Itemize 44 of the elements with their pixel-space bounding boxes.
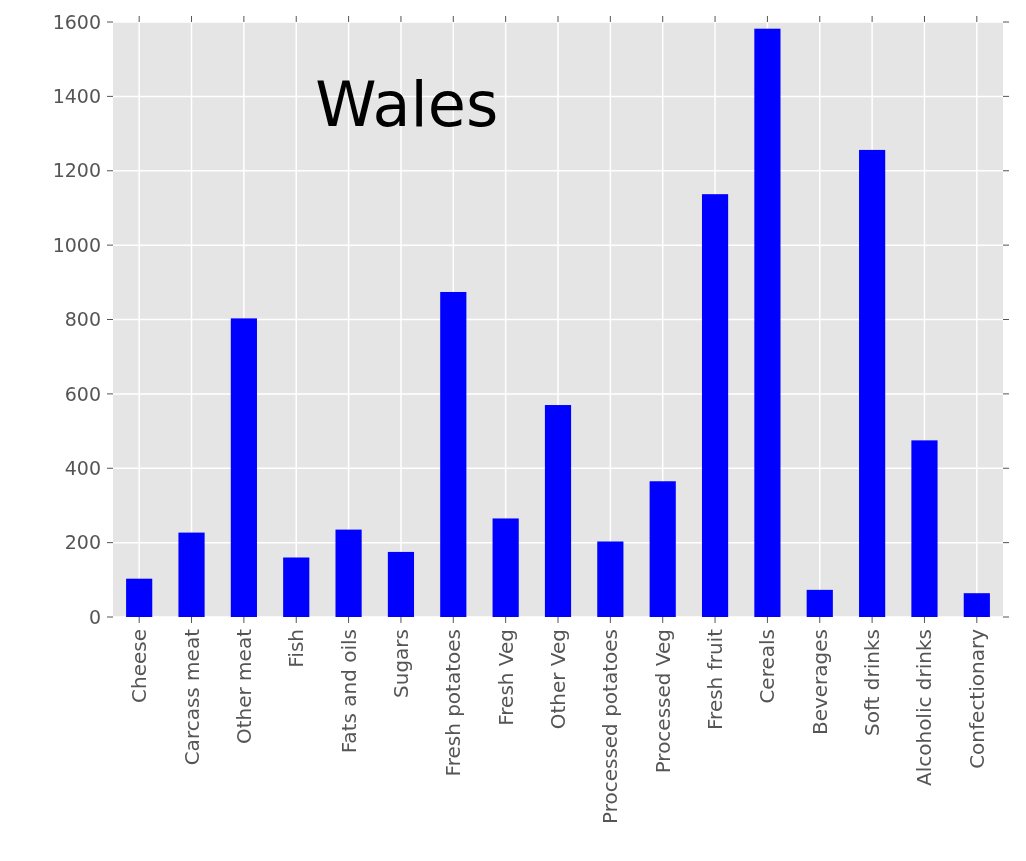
- y-tick-label: 200: [64, 531, 101, 554]
- bar: [754, 28, 781, 617]
- y-tick-label: 800: [64, 308, 101, 331]
- y-tick-label: 1000: [52, 233, 101, 256]
- bar: [387, 551, 415, 617]
- bar: [178, 532, 205, 617]
- x-tick-label: Sugars: [388, 629, 413, 698]
- bar: [230, 318, 257, 617]
- text: Wales: [315, 68, 499, 142]
- bar: [597, 541, 624, 617]
- bar: [701, 194, 729, 617]
- x-tick-label: Other Veg: [546, 629, 570, 730]
- x-tick-label: Fish: [284, 629, 309, 668]
- bar: [440, 291, 467, 617]
- bar: [335, 529, 362, 617]
- x-tick-label: Confectionary: [964, 628, 989, 769]
- y-tick-label: 600: [64, 382, 101, 405]
- x-tick-label: Processed potatoes: [598, 629, 623, 825]
- x-tick-label: Cereals: [755, 629, 780, 704]
- y-tick-label: 1400: [52, 85, 101, 108]
- bar: [492, 518, 519, 617]
- bar: [649, 481, 676, 617]
- x-tick-label: Other meat: [231, 628, 256, 745]
- x-tick-label: Cheese: [127, 629, 152, 703]
- x-tick-label: Fresh Veg: [493, 629, 518, 726]
- x-tick-label: Beverages: [807, 629, 832, 736]
- bar: [544, 405, 572, 617]
- bar: [859, 149, 886, 617]
- x-tick-label: Processed Veg: [650, 629, 675, 774]
- y-tick-label: 1200: [52, 159, 101, 182]
- bar: [283, 557, 310, 617]
- x-tick-label: Fresh fruit: [703, 628, 728, 730]
- y-tick-label: 1600: [52, 10, 101, 33]
- y-tick-label: 0: [88, 605, 101, 628]
- bar: [126, 578, 153, 617]
- x-tick-label: Fresh potatoes: [441, 629, 466, 777]
- bar: [911, 440, 938, 617]
- bar: [806, 589, 833, 617]
- bar: [963, 593, 990, 617]
- x-tick-label: Fats and oils: [336, 629, 361, 754]
- y-tick-label: 400: [64, 456, 101, 479]
- x-tick-label: Soft drinks: [860, 629, 885, 736]
- x-tick-label: Alcoholic drinks: [912, 629, 937, 787]
- x-tick-label: Carcass meat: [179, 628, 204, 766]
